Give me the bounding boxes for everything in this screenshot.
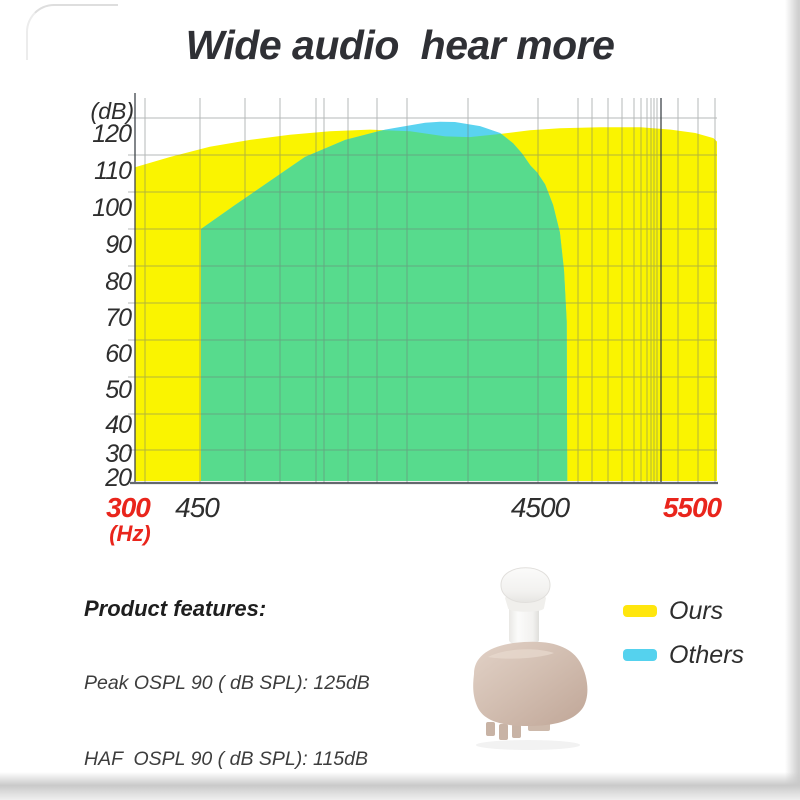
x-tick-label: 450: [175, 492, 220, 523]
card-edge-right: [785, 0, 800, 800]
product-ear-dome: [500, 567, 551, 604]
x-tick-label: 300: [106, 492, 151, 523]
legend-item-others: Others: [623, 640, 745, 669]
area-overlap: [201, 127, 568, 481]
chart-axes: [130, 93, 718, 485]
y-tick-label: 90: [105, 231, 132, 259]
y-tick-label: 60: [105, 340, 132, 368]
y-tick-label: 20: [104, 464, 132, 492]
features-heading: Product features:: [84, 596, 267, 621]
feature-item-peak-ospl: Peak OSPL 90 ( dB SPL): 125dB: [84, 672, 370, 694]
feature-item-haf-ospl: HAF OSPL 90 ( dB SPL): 115dB: [84, 748, 368, 770]
x-axis-unit-label: (Hz): [109, 521, 151, 546]
y-tick-label: 40: [105, 411, 132, 439]
y-tick-label: 30: [105, 440, 132, 468]
y-tick-label: 80: [105, 268, 132, 296]
product-features-block: Product features: Peak OSPL 90 ( dB SPL)…: [84, 560, 434, 800]
page-title: Wide audio hear more: [185, 22, 615, 68]
legend-swatch-others: [623, 649, 657, 661]
y-tick-label: 110: [94, 157, 132, 185]
chart-grid: [128, 98, 717, 483]
y-tick-label: 100: [92, 194, 132, 222]
legend-label-others: Others: [669, 640, 745, 669]
product-body: [473, 641, 588, 726]
legend-label-ours: Ours: [669, 596, 724, 625]
hearing-aid-product-image: [473, 567, 588, 750]
product-shadow: [476, 740, 580, 750]
y-axis-unit-label: (dB): [91, 98, 134, 124]
chart-legend: Ours Others: [623, 596, 745, 686]
product-stem: [509, 604, 539, 646]
card-edge-bottom: [0, 772, 800, 800]
legend-item-ours: Ours: [623, 596, 744, 625]
legend-swatch-ours: [623, 605, 657, 617]
y-tick-label: 120: [92, 120, 132, 148]
x-tick-label: 5500: [663, 492, 723, 523]
y-tick-label: 70: [105, 304, 132, 332]
x-tick-label: 4500: [511, 492, 571, 523]
product-body-highlight: [488, 649, 554, 659]
y-tick-label: 50: [105, 376, 132, 404]
